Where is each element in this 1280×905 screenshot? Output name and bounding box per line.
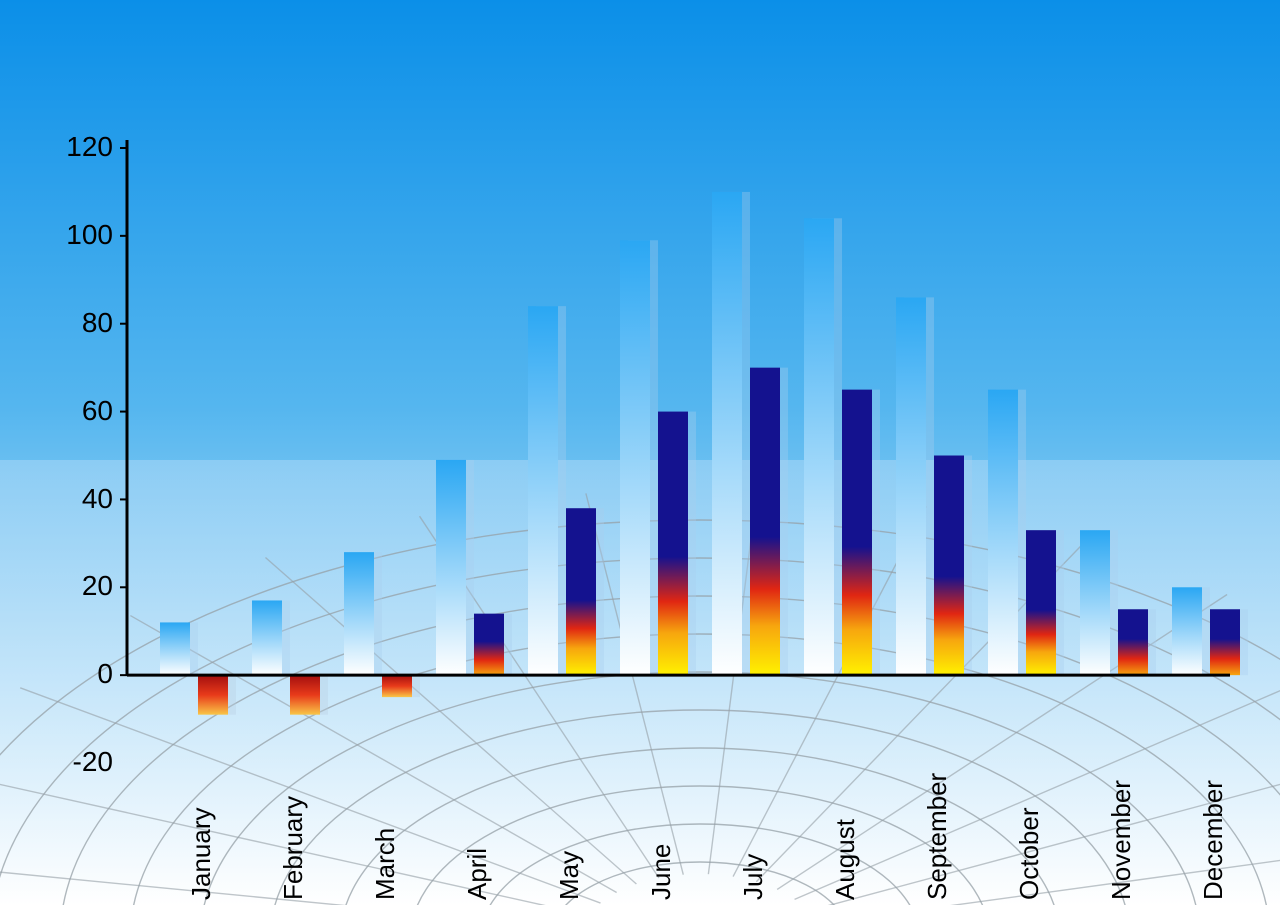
y-tick-label: 80 bbox=[33, 307, 113, 339]
bar-series-a bbox=[896, 297, 926, 675]
category-label: December bbox=[1198, 780, 1229, 900]
category-label: September bbox=[922, 773, 953, 900]
category-label: April bbox=[462, 848, 493, 900]
y-tick-label: 20 bbox=[33, 570, 113, 602]
category-label: July bbox=[738, 854, 769, 900]
category-label: March bbox=[370, 828, 401, 900]
bar-series-b bbox=[750, 368, 780, 675]
bar-series-b bbox=[658, 412, 688, 676]
bar-series-b bbox=[1026, 530, 1056, 675]
category-label: February bbox=[278, 796, 309, 900]
chart-container: 120 100 80 60 40 20 0 -20 January February March A… bbox=[0, 0, 1280, 905]
y-tick-label: 40 bbox=[33, 483, 113, 515]
bar-series-b bbox=[290, 675, 320, 715]
bar-series-a bbox=[344, 552, 374, 675]
y-tick-label: -20 bbox=[33, 746, 113, 778]
category-label: May bbox=[554, 851, 585, 900]
bar-series-b bbox=[1118, 609, 1148, 675]
category-label: June bbox=[646, 844, 677, 900]
bar-series-b bbox=[566, 508, 596, 675]
category-label: November bbox=[1106, 780, 1137, 900]
bar-series-a bbox=[1080, 530, 1110, 675]
bar-series-b bbox=[382, 675, 412, 697]
category-label: October bbox=[1014, 808, 1045, 901]
bar-series-a bbox=[528, 306, 558, 675]
bar-series-a bbox=[252, 600, 282, 675]
y-tick-label: 120 bbox=[33, 131, 113, 163]
bar-series-a bbox=[988, 390, 1018, 676]
category-label: August bbox=[830, 819, 861, 900]
bar-series-a bbox=[436, 460, 466, 675]
bar-series-b bbox=[934, 456, 964, 676]
bar-series-a bbox=[160, 622, 190, 675]
bar-series-b bbox=[474, 614, 504, 676]
bar-series-a bbox=[620, 240, 650, 675]
bar-series-a bbox=[1172, 587, 1202, 675]
category-label: January bbox=[186, 808, 217, 901]
bar-series-b bbox=[1210, 609, 1240, 675]
y-tick-label: 0 bbox=[33, 658, 113, 690]
bar-series-a bbox=[712, 192, 742, 675]
bar-series-a bbox=[804, 218, 834, 675]
bar-series-b bbox=[198, 675, 228, 715]
monthly-bar-chart bbox=[0, 0, 1280, 905]
y-tick-label: 60 bbox=[33, 395, 113, 427]
bar-series-b bbox=[842, 390, 872, 676]
y-tick-label: 100 bbox=[33, 219, 113, 251]
